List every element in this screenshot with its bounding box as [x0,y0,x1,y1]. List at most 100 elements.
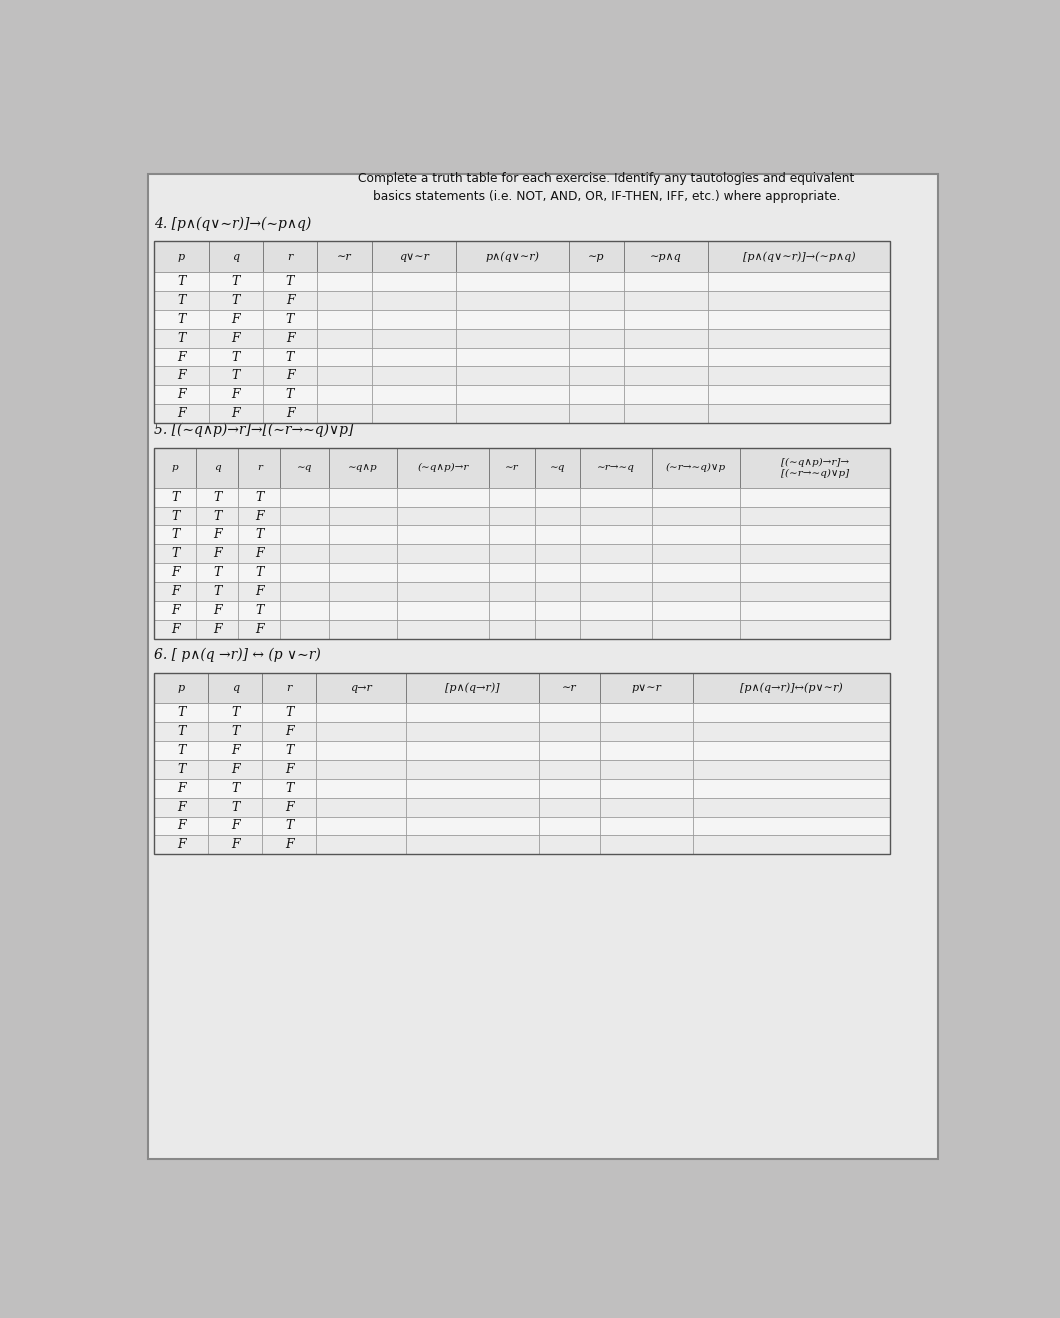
Text: ∼p: ∼p [588,252,604,262]
Bar [281,601,329,619]
Bar [208,722,262,741]
Bar [263,366,317,385]
Bar [281,563,329,583]
Bar [154,272,209,291]
Bar [281,544,329,563]
Bar [600,779,693,797]
Bar [263,272,317,291]
Bar [209,405,263,423]
Bar [317,291,372,310]
Bar [406,672,540,704]
Bar [372,272,456,291]
Bar [262,722,316,741]
Bar [398,619,489,639]
Bar [456,291,569,310]
Bar [569,328,623,348]
Bar [154,601,196,619]
Text: 6. [ p∧(q →r)] ↔ (p ∨∼r): 6. [ p∧(q →r)] ↔ (p ∨∼r) [154,648,321,662]
Bar [316,779,406,797]
Text: T: T [213,510,222,522]
Bar [708,328,890,348]
Text: T: T [171,490,179,503]
Bar [623,348,708,366]
Bar [208,817,262,836]
Bar [569,291,623,310]
Bar [580,619,652,639]
Text: F: F [231,820,240,833]
Bar [740,563,890,583]
Bar [317,272,372,291]
Bar [540,741,600,760]
Bar [652,448,740,488]
Text: F: F [231,332,240,344]
Text: p∨∼r: p∨∼r [632,683,661,693]
Text: p∧(q∨∼r): p∧(q∨∼r) [485,252,540,262]
Text: T: T [231,706,240,720]
Text: F: F [213,529,222,542]
Text: F: F [255,510,264,522]
Text: F: F [177,351,186,364]
Text: T: T [231,351,240,364]
Text: F: F [177,838,186,851]
Bar [196,619,238,639]
Text: F: F [255,622,264,635]
Text: F: F [213,622,222,635]
Bar [406,797,540,817]
Text: F: F [285,725,294,738]
Bar [262,672,316,704]
Bar [600,817,693,836]
Bar [406,779,540,797]
Text: T: T [285,706,294,720]
Text: [p∧(q∨∼r)]→(∼p∧q): [p∧(q∨∼r)]→(∼p∧q) [743,252,855,262]
Text: T: T [255,604,264,617]
Bar [154,405,209,423]
Bar [456,241,569,272]
Text: q: q [214,463,220,472]
Bar [652,544,740,563]
Bar [540,722,600,741]
Bar [398,488,489,506]
Bar [489,506,534,526]
Text: T: T [285,743,294,757]
Bar [623,328,708,348]
Text: F: F [177,782,186,795]
Bar [196,448,238,488]
Bar [154,619,196,639]
Bar [329,506,398,526]
Bar [540,672,600,704]
Text: [p∧(q→r)]: [p∧(q→r)] [445,683,500,693]
Bar [317,241,372,272]
Bar [238,583,281,601]
Bar [154,672,208,704]
Bar [693,779,890,797]
Bar [406,836,540,854]
Bar [316,817,406,836]
Bar [154,241,890,423]
Bar [623,405,708,423]
Bar [372,328,456,348]
Text: p: p [172,463,178,472]
Text: T: T [286,389,295,401]
Text: F: F [286,294,295,307]
Bar [708,241,890,272]
Bar [154,448,196,488]
Bar [154,328,209,348]
Bar [238,619,281,639]
Text: F: F [231,389,240,401]
Bar [154,583,196,601]
Bar [456,328,569,348]
Bar [154,544,196,563]
Bar [534,488,580,506]
Bar [262,817,316,836]
Bar [693,741,890,760]
Bar [489,601,534,619]
Bar [208,672,262,704]
Bar [540,797,600,817]
Bar [740,448,890,488]
Text: (∼r→∼q)∨p: (∼r→∼q)∨p [666,463,726,472]
Bar [398,583,489,601]
Bar [372,405,456,423]
Bar [329,601,398,619]
Bar [623,385,708,405]
Bar [316,760,406,779]
